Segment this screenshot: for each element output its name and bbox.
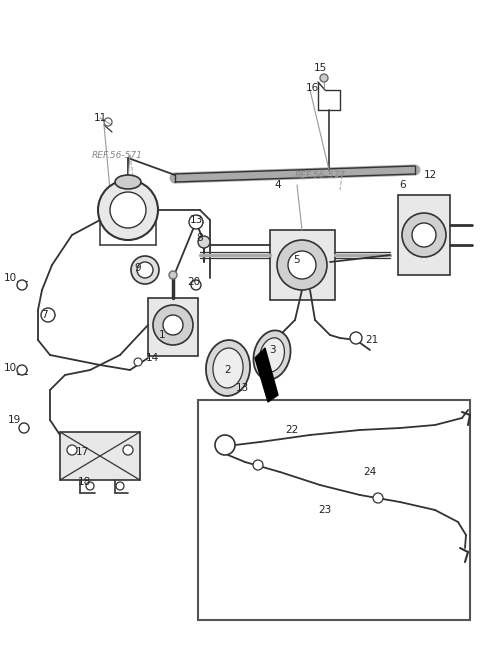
Text: 5: 5	[294, 255, 300, 265]
Text: 21: 21	[365, 335, 379, 345]
Circle shape	[137, 262, 153, 278]
Ellipse shape	[213, 348, 243, 388]
Circle shape	[134, 358, 142, 366]
Circle shape	[123, 445, 133, 455]
Text: 16: 16	[305, 83, 319, 93]
Circle shape	[350, 332, 362, 344]
Circle shape	[19, 423, 29, 433]
Circle shape	[320, 74, 328, 82]
Text: 2: 2	[225, 365, 231, 375]
Ellipse shape	[260, 338, 285, 372]
Circle shape	[215, 435, 235, 455]
Text: REF.56-577: REF.56-577	[295, 171, 346, 180]
Text: 15: 15	[313, 63, 326, 73]
Circle shape	[277, 240, 327, 290]
Text: 7: 7	[41, 310, 48, 320]
FancyBboxPatch shape	[198, 400, 470, 620]
FancyBboxPatch shape	[60, 432, 140, 480]
Circle shape	[373, 493, 383, 503]
Text: 20: 20	[187, 277, 201, 287]
Circle shape	[189, 215, 203, 229]
Circle shape	[253, 460, 263, 470]
Circle shape	[288, 251, 316, 279]
Text: 4: 4	[275, 180, 281, 190]
Polygon shape	[255, 348, 278, 402]
Text: 11: 11	[94, 113, 107, 123]
Ellipse shape	[253, 331, 290, 380]
Circle shape	[131, 256, 159, 284]
Text: 23: 23	[318, 505, 332, 515]
Circle shape	[17, 365, 27, 375]
Text: 18: 18	[77, 477, 91, 487]
Text: 6: 6	[400, 180, 406, 190]
Ellipse shape	[206, 340, 250, 396]
Circle shape	[169, 271, 177, 279]
Circle shape	[191, 280, 201, 290]
Text: 22: 22	[286, 425, 299, 435]
Circle shape	[116, 482, 124, 490]
Circle shape	[402, 213, 446, 257]
Text: 13: 13	[190, 215, 203, 225]
FancyBboxPatch shape	[398, 195, 450, 275]
Text: 19: 19	[7, 415, 21, 425]
FancyBboxPatch shape	[148, 298, 198, 356]
Circle shape	[198, 236, 210, 248]
Text: 24: 24	[363, 467, 377, 477]
Text: 9: 9	[135, 263, 141, 273]
Circle shape	[163, 315, 183, 335]
Ellipse shape	[115, 175, 141, 189]
Circle shape	[110, 192, 146, 228]
Text: 8: 8	[197, 233, 204, 243]
Circle shape	[153, 305, 193, 345]
Text: 13: 13	[235, 383, 249, 393]
Text: 3: 3	[269, 345, 276, 355]
Circle shape	[41, 308, 55, 322]
Text: REF.56-571: REF.56-571	[92, 150, 143, 159]
Circle shape	[17, 280, 27, 290]
Text: 12: 12	[423, 170, 437, 180]
Circle shape	[98, 180, 158, 240]
Text: 1: 1	[159, 330, 165, 340]
Circle shape	[412, 223, 436, 247]
Text: 10: 10	[3, 363, 17, 373]
Text: 17: 17	[75, 447, 89, 457]
Text: 14: 14	[145, 353, 158, 363]
Circle shape	[86, 482, 94, 490]
FancyBboxPatch shape	[270, 230, 335, 300]
Text: 10: 10	[3, 273, 17, 283]
Circle shape	[67, 445, 77, 455]
